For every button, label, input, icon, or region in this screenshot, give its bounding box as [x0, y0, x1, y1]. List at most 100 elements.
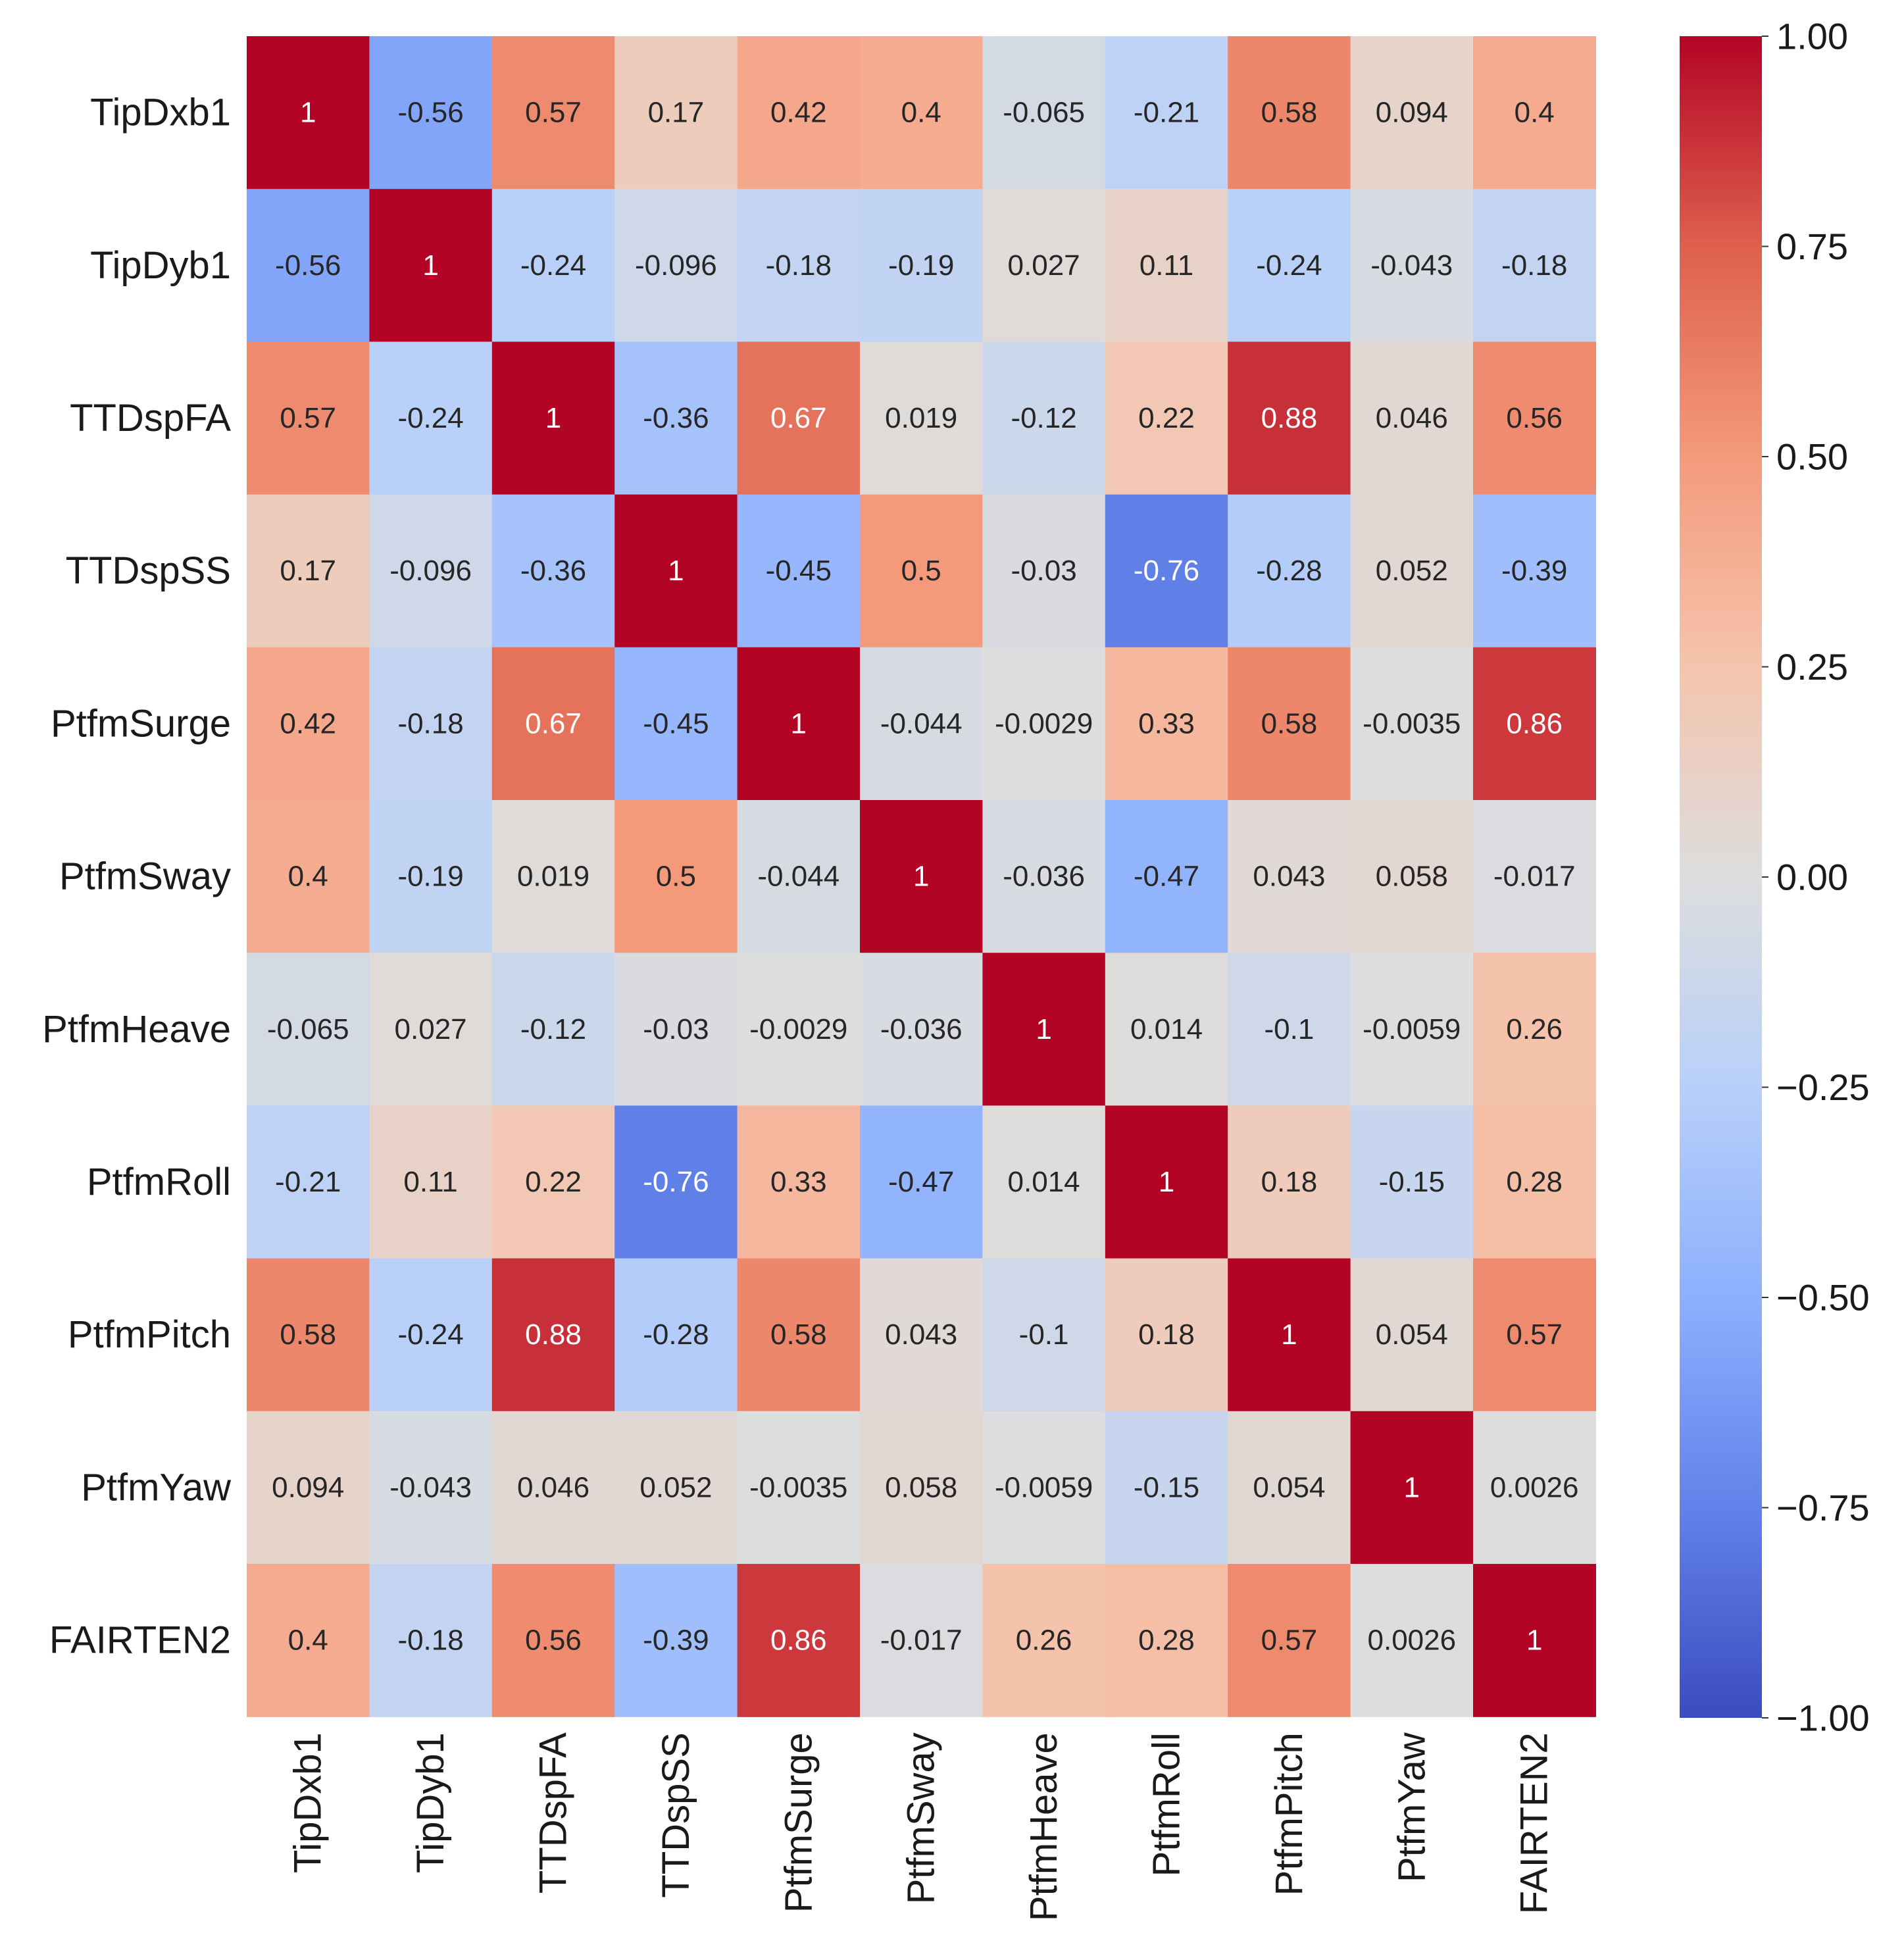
cell-value-label: -0.036	[880, 1013, 963, 1045]
row-label: PtfmRoll	[87, 1161, 231, 1203]
cell-value-label: -0.0029	[995, 707, 1093, 740]
heatmap-cell	[491, 647, 615, 801]
cell-value-label: -0.36	[520, 555, 586, 587]
heatmap-cell	[860, 1105, 983, 1259]
cell-value-label: 1	[913, 861, 929, 893]
cell-value-label: 0.57	[525, 97, 582, 129]
row-label: TipDyb1	[90, 244, 231, 287]
heatmap-cell	[1473, 1105, 1596, 1259]
column-label: PtfmSway	[900, 1732, 943, 1904]
cell-value-label: -0.096	[389, 555, 472, 587]
heatmap-cell	[1228, 341, 1351, 495]
cell-value-label: 0.58	[1261, 97, 1318, 129]
cell-value-label: -0.39	[643, 1624, 709, 1657]
cell-value-label: 0.88	[1261, 402, 1318, 434]
heatmap-cell	[1105, 1564, 1228, 1717]
cell-value-label: -0.0035	[749, 1471, 847, 1503]
heatmap-cell	[369, 953, 493, 1106]
cell-value-label: -0.47	[888, 1166, 954, 1198]
heatmap-cell	[860, 1258, 983, 1412]
cell-value-label: -0.036	[1003, 861, 1085, 893]
cell-value-label: 0.18	[1261, 1166, 1318, 1198]
cell-value-label: -0.24	[397, 1318, 463, 1351]
cell-value-label: 0.052	[639, 1471, 712, 1503]
cell-value-label: -0.065	[267, 1013, 349, 1045]
heatmap-cell	[982, 647, 1106, 801]
heatmap-cell	[1105, 36, 1228, 189]
heatmap-cell	[1105, 800, 1228, 953]
cell-value-label: 0.052	[1376, 555, 1448, 587]
heatmap-cell	[491, 953, 615, 1106]
heatmap-cell	[491, 341, 615, 495]
cell-value-label: 0.054	[1253, 1471, 1325, 1503]
cell-value-label: 0.014	[1008, 1166, 1080, 1198]
cell-value-label: 1	[545, 402, 561, 434]
cell-value-label: -0.043	[389, 1471, 472, 1503]
heatmap-cell	[247, 189, 370, 342]
cell-value-label: 0.57	[280, 402, 336, 434]
cell-value-label: 0.027	[395, 1013, 467, 1045]
cell-value-label: 0.57	[1261, 1624, 1318, 1657]
row-label: PtfmSurge	[51, 702, 231, 745]
row-label: TTDspSS	[66, 549, 231, 592]
cell-value-label: -0.12	[1011, 402, 1076, 434]
heatmap-cell	[1105, 341, 1228, 495]
cell-value-label: -0.21	[275, 1166, 341, 1198]
heatmap-cell	[491, 1564, 615, 1717]
colorbar-tick-label: −0.75	[1776, 1487, 1870, 1528]
colorbar-ticks: 1.00 0.75 0.50 0.25 0.00 −0.25 −0.50 −0.75 −1.00	[1762, 16, 1870, 1739]
cell-value-label: 1	[668, 555, 684, 587]
heatmap-cell	[737, 341, 861, 495]
cell-value-label: -0.0035	[1363, 707, 1461, 740]
cell-value-label: 0.58	[770, 1318, 827, 1351]
heatmap-cell	[1228, 1411, 1351, 1565]
heatmap-cell	[369, 800, 493, 953]
cell-value-label: -0.017	[880, 1624, 963, 1657]
cell-value-label: 1	[1159, 1166, 1174, 1198]
heatmap-cell	[737, 1258, 861, 1412]
heatmap-cell	[1228, 1258, 1351, 1412]
heatmap-cell	[369, 1105, 493, 1259]
cell-value-label: 0.28	[1138, 1624, 1195, 1657]
cell-value-label: 0.4	[288, 1624, 328, 1657]
heatmap-cell	[1350, 953, 1474, 1106]
cell-value-label: 0.57	[1506, 1318, 1563, 1351]
row-label: PtfmPitch	[68, 1313, 231, 1356]
column-labels: TipDxb1 TipDyb1 TTDspFA TTDspSS PtfmSurge Ptf…	[287, 1732, 1556, 1921]
heatmap-cell	[1105, 189, 1228, 342]
cell-value-label: -0.1	[1019, 1318, 1069, 1351]
cell-value-label: 0.22	[525, 1166, 582, 1198]
cell-value-label: -0.0059	[995, 1471, 1093, 1503]
cell-value-label: 1	[791, 707, 807, 740]
cell-value-label: -0.28	[643, 1318, 709, 1351]
heatmap-cell	[614, 1564, 738, 1717]
column-label: PtfmHeave	[1022, 1732, 1065, 1921]
cell-value-label: -0.19	[888, 249, 954, 282]
cell-value-label: 0.019	[885, 402, 957, 434]
cell-value-label: -0.1	[1264, 1013, 1314, 1045]
heatmap-cell	[1228, 1105, 1351, 1259]
row-label: FAIRTEN2	[49, 1619, 231, 1662]
column-label: TTDspFA	[532, 1732, 575, 1894]
heatmap-cell	[737, 1411, 861, 1565]
heatmap-cell	[982, 1258, 1106, 1412]
heatmap-cell	[1105, 647, 1228, 801]
cell-value-label: 0.58	[280, 1318, 336, 1351]
column-label: PtfmRoll	[1145, 1732, 1188, 1876]
heatmap-cell	[247, 800, 370, 953]
heatmap-cell	[369, 189, 493, 342]
cell-value-label: 0.5	[901, 555, 941, 587]
cell-value-label: 0.33	[1138, 707, 1195, 740]
heatmap-cell	[737, 800, 861, 953]
heatmap-cell	[982, 494, 1106, 648]
column-label: PtfmSurge	[777, 1732, 820, 1913]
cell-value-label: 0.67	[770, 402, 827, 434]
heatmap-cell	[1105, 494, 1228, 648]
cell-value-label: -0.03	[643, 1013, 709, 1045]
heatmap-cell	[1350, 800, 1474, 953]
heatmap-cell	[860, 189, 983, 342]
heatmap-cell	[1473, 800, 1596, 953]
heatmap-cell	[491, 494, 615, 648]
cell-value-label: -0.76	[1134, 555, 1199, 587]
cell-value-label: -0.76	[643, 1166, 709, 1198]
